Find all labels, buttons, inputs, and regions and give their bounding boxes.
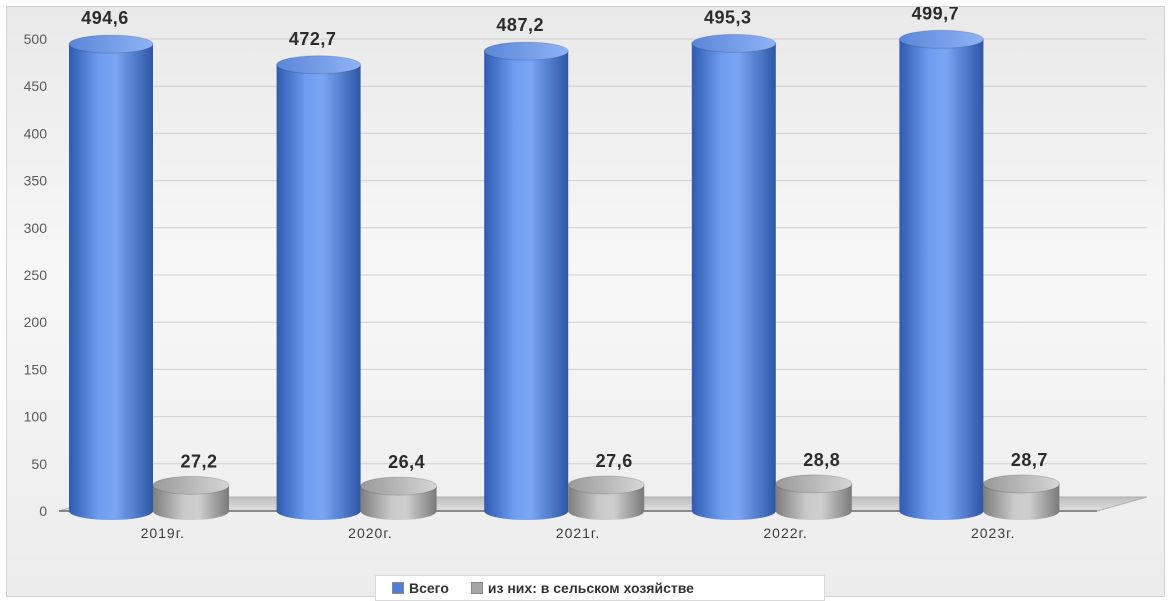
data-label-agriculture: 26,4 <box>388 452 425 472</box>
legend-swatch-total <box>392 582 404 594</box>
data-label-total: 494,6 <box>81 8 129 28</box>
gridlines <box>105 38 1147 465</box>
bar-total-top <box>898 29 984 49</box>
y-tick-label: 150 <box>24 361 48 377</box>
bar-agriculture-top <box>982 474 1060 494</box>
bar-agriculture-top <box>152 475 230 495</box>
y-tick-label: 100 <box>24 409 48 425</box>
x-category-label: 2023г. <box>971 525 1015 541</box>
y-tick-label: 50 <box>31 456 47 472</box>
chart-area: 0 50 100 150 200 250 300 350 400 450 500 494,6 27,2 2… <box>6 6 1165 601</box>
bar-agriculture-body <box>775 483 852 520</box>
y-tick-label: 300 <box>24 220 48 236</box>
y-tick-label: 0 <box>39 503 47 519</box>
y-tick-label: 500 <box>24 31 48 47</box>
legend-label-agriculture: из них: в сельском хозяйстве <box>487 580 694 596</box>
legend-swatch-agriculture <box>470 582 483 594</box>
bar-agriculture-body <box>983 483 1060 520</box>
chart-svg: 0 50 100 150 200 250 300 350 400 450 500 494,6 27,2 2… <box>24 7 1148 541</box>
bar-agriculture <box>152 475 230 520</box>
bar-agriculture <box>775 474 853 520</box>
y-tick-label: 400 <box>24 125 48 141</box>
x-category-label: 2022г. <box>763 525 807 541</box>
bar-total <box>68 34 154 521</box>
bar-total-body <box>484 51 569 521</box>
data-label-agriculture: 27,2 <box>180 451 217 471</box>
y-tick-label: 450 <box>24 78 48 94</box>
bar-agriculture <box>982 474 1060 520</box>
y-tick-label: 250 <box>24 267 48 283</box>
bar-total-top <box>483 41 569 61</box>
data-label-agriculture: 28,8 <box>803 450 840 470</box>
y-tick-label: 350 <box>24 173 48 189</box>
bar-total-top <box>691 33 777 53</box>
bar-agriculture <box>567 475 645 520</box>
bar-total <box>898 29 984 520</box>
bar-agriculture-top <box>567 475 645 495</box>
legend-label-total: Всего <box>409 580 449 596</box>
legend-item-agriculture: из них: в сельском хозяйстве <box>470 580 694 596</box>
data-label-total: 499,7 <box>912 7 960 23</box>
bar-total <box>276 55 362 521</box>
data-label-agriculture: 27,6 <box>596 451 633 471</box>
bar-total <box>691 33 777 521</box>
bar-total-body <box>69 44 153 521</box>
legend-item-total: Всего <box>392 580 449 596</box>
data-label-agriculture: 28,7 <box>1011 450 1048 470</box>
bar-total <box>483 41 569 521</box>
y-tick-label: 200 <box>24 314 48 330</box>
bar-agriculture-top <box>360 476 438 496</box>
legend: Всего из них: в сельском хозяйстве <box>375 575 825 601</box>
bar-agriculture-body <box>568 484 645 520</box>
bar-agriculture-body <box>153 485 229 520</box>
x-category-label: 2020г. <box>348 525 392 541</box>
bar-total-body <box>899 39 984 520</box>
bar-agriculture-body <box>360 486 437 520</box>
data-label-total: 487,2 <box>496 15 544 35</box>
bar-agriculture <box>360 476 438 520</box>
bar-total-top <box>68 34 154 54</box>
x-category-label: 2021г. <box>556 525 600 541</box>
x-category-label: 2019г. <box>141 525 185 541</box>
bar-total-body <box>276 64 361 521</box>
bar-total-top <box>276 55 362 75</box>
y-axis-ticks: 0 50 100 150 200 250 300 350 400 450 500 <box>24 31 48 519</box>
data-label-total: 472,7 <box>289 29 337 49</box>
data-label-total: 495,3 <box>704 7 752 27</box>
bar-agriculture-top <box>775 474 853 494</box>
bar-total-body <box>691 43 776 521</box>
